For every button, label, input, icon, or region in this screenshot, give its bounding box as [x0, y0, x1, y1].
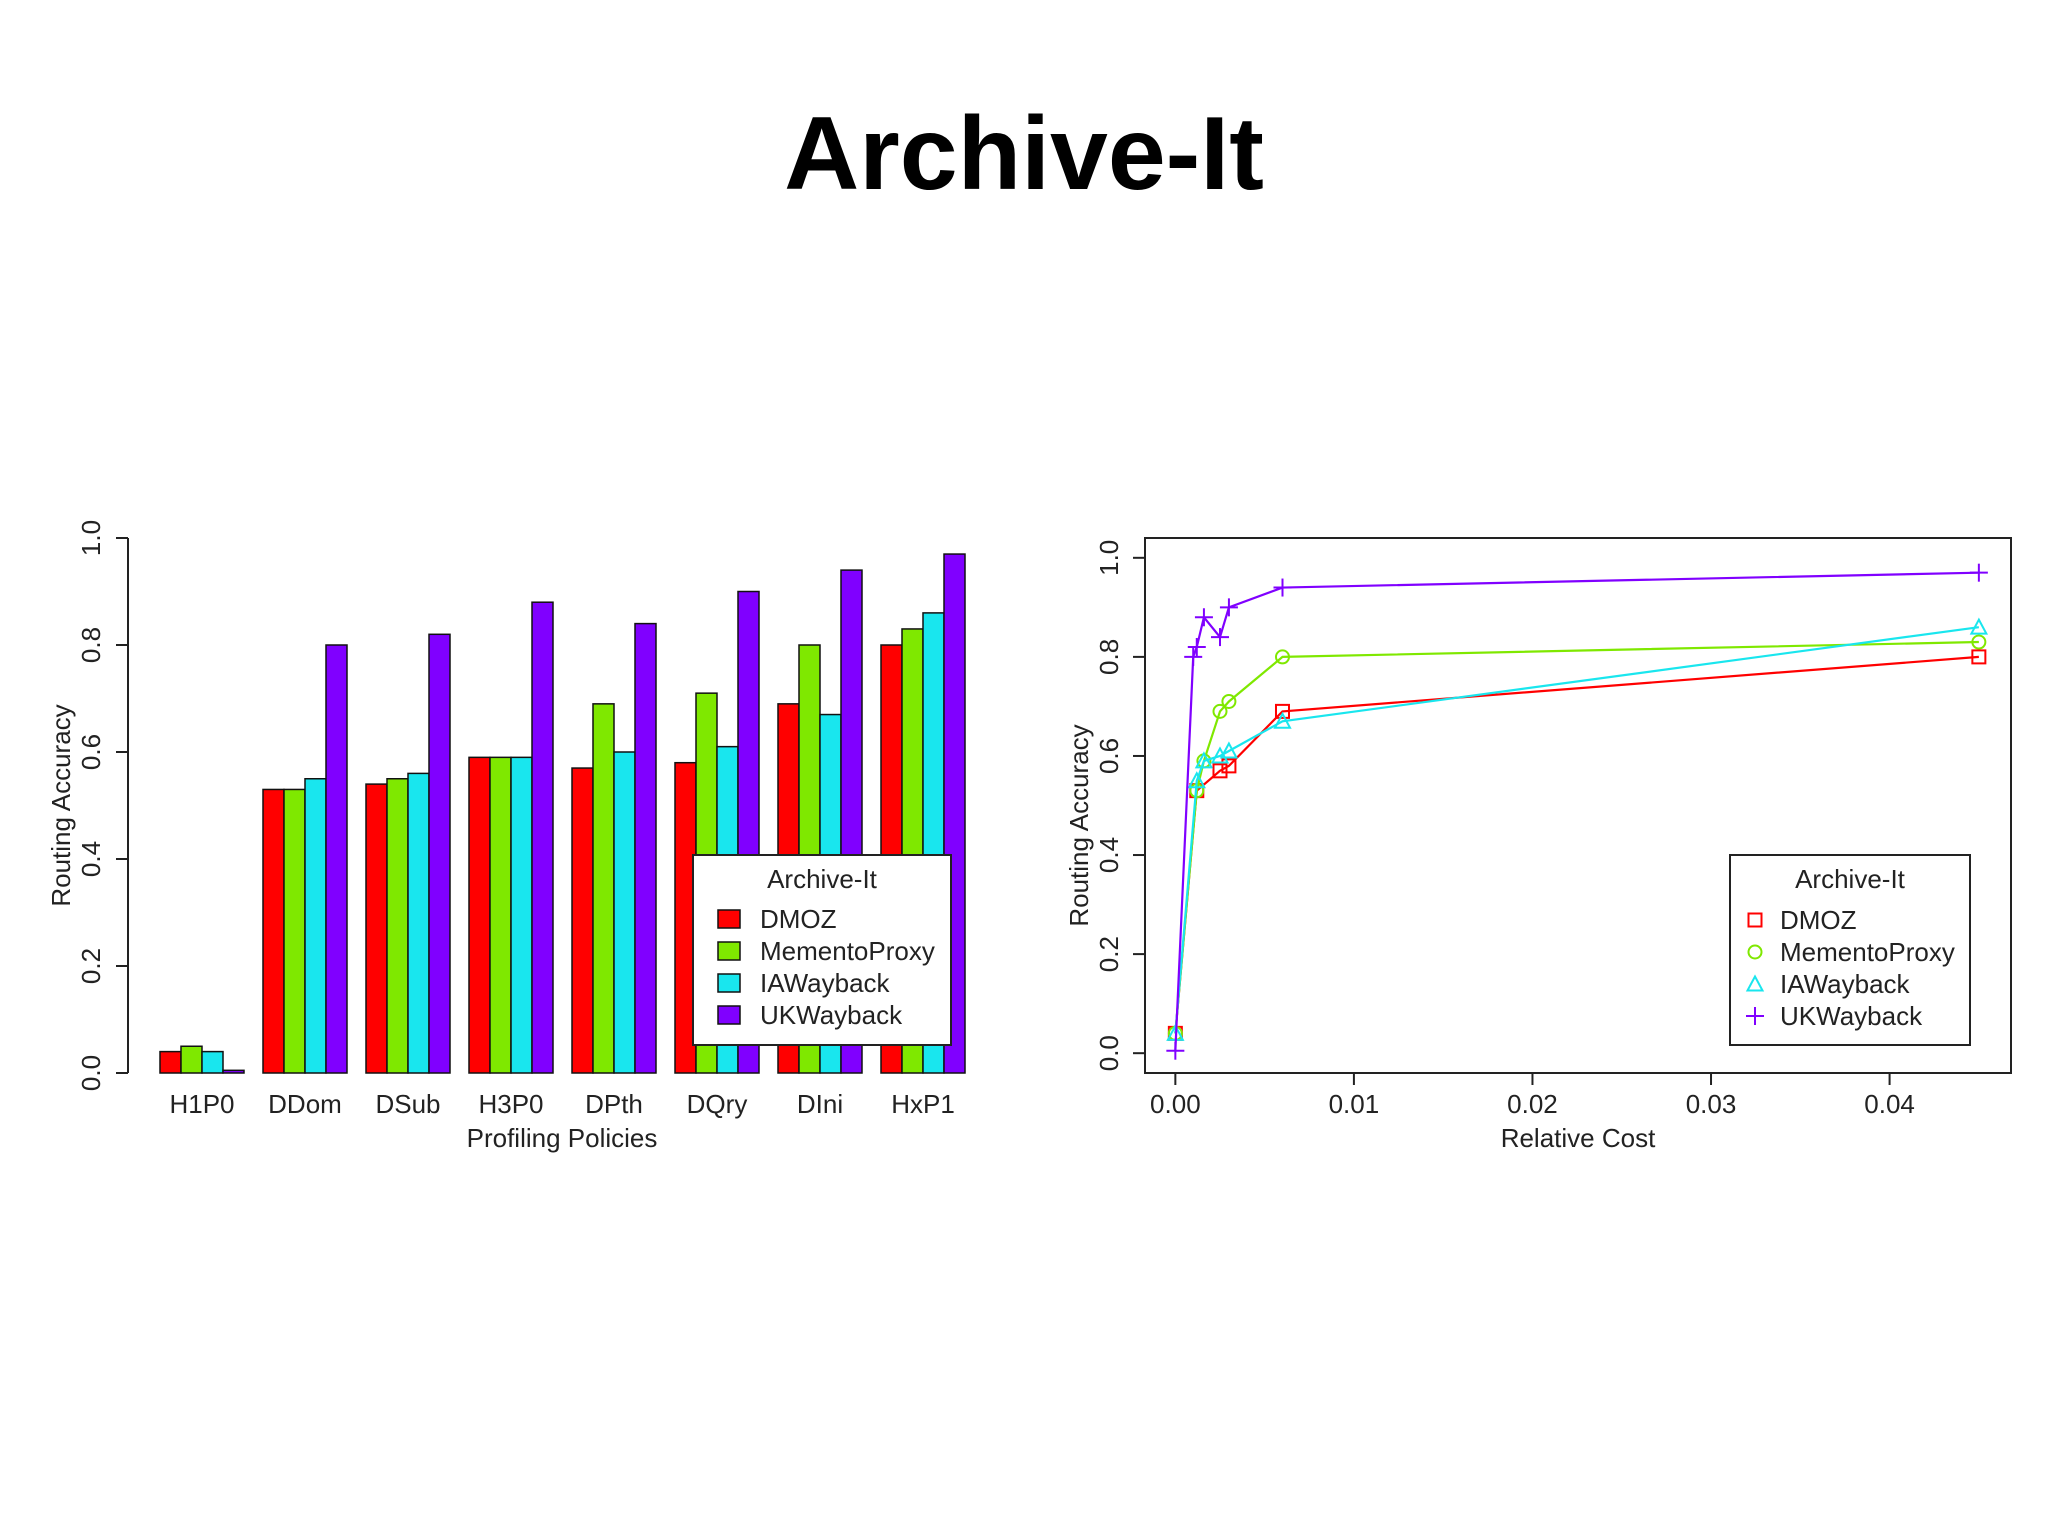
legend-title: Archive-It — [1795, 864, 1906, 894]
x-tick-label: 0.00 — [1150, 1089, 1201, 1119]
x-tick-label: DQry — [687, 1089, 748, 1119]
x-tick-label: DIni — [797, 1089, 843, 1119]
y-tick-label: 1.0 — [1094, 540, 1124, 576]
x-tick-label: 0.04 — [1864, 1089, 1915, 1119]
bar-chart: 0.0 0.2 0.4 0.6 0.8 1.0 Routing Accuracy H1P0 DD… — [46, 520, 966, 1153]
bar-IAWayback-H1P0 — [201, 1050, 224, 1074]
y-tick-label: 0.2 — [1094, 936, 1124, 972]
y-tick-label: 0.6 — [76, 734, 106, 770]
x-tick-label: 0.03 — [1686, 1089, 1737, 1119]
point-MementoProxy — [1274, 649, 1290, 665]
legend-label-IAWayback: IAWayback — [760, 968, 891, 998]
point-DMOZ — [1212, 763, 1228, 779]
x-tick-label: DSub — [375, 1089, 440, 1119]
point-IAWayback — [1187, 771, 1206, 789]
point-IAWayback — [1210, 746, 1230, 764]
y-tick-label: 0.0 — [1094, 1035, 1124, 1071]
slide-title: Archive-It — [784, 96, 1264, 212]
x-tick-label: H1P0 — [169, 1089, 234, 1119]
legend-swatch-UKWayback — [717, 1005, 741, 1025]
legend-label-UKWayback: UKWayback — [1780, 1001, 1923, 1031]
point-MementoProxy — [1212, 703, 1228, 719]
point-IAWayback — [1194, 751, 1214, 769]
bar-UKWayback-H3P0 — [531, 601, 554, 1074]
legend-title: Archive-It — [767, 864, 878, 894]
y-tick-label: 0.8 — [76, 627, 106, 663]
point-MementoProxy — [1221, 693, 1237, 709]
y-axis-label: Routing Accuracy — [46, 704, 76, 906]
bar-UKWayback-H1P0 — [222, 1069, 245, 1074]
legend-label-DMOZ: DMOZ — [760, 904, 837, 934]
point-IAWayback — [1273, 711, 1292, 729]
bar-legend: Archive-It DMOZMementoProxyIAWaybackUKWay… — [692, 854, 952, 1046]
legend-marker-IAWayback — [1745, 974, 1765, 992]
line-legend: Archive-It DMOZMementoProxyIAWaybackUKWay… — [1729, 854, 1971, 1046]
y-tick-label: 0.2 — [76, 948, 106, 984]
legend-swatch-MementoProxy — [717, 941, 741, 961]
x-tick-label: DPth — [585, 1089, 643, 1119]
y-tick-label: 1.0 — [76, 520, 106, 556]
x-tick-label: 0.02 — [1507, 1089, 1558, 1119]
series-IAWayback — [1166, 617, 1989, 1041]
y-tick-label: 0.4 — [1094, 837, 1124, 873]
bar-UKWayback-DPth — [634, 622, 657, 1074]
legend-marker-DMOZ — [1747, 912, 1763, 928]
series-UKWayback — [1166, 563, 1988, 1060]
point-DMOZ — [1971, 649, 1987, 665]
x-tick-label: H3P0 — [478, 1089, 543, 1119]
bar-UKWayback-DDom — [325, 644, 348, 1074]
point-DMOZ — [1274, 703, 1290, 719]
y-tick-label: 0.6 — [1094, 738, 1124, 774]
legend-swatch-IAWayback — [717, 973, 741, 993]
legend-box — [1729, 854, 1971, 1046]
line-IAWayback — [1174, 626, 1980, 1034]
bar-UKWayback-DSub — [428, 633, 451, 1074]
legend-label-DMOZ: DMOZ — [1780, 905, 1857, 935]
y-tick-label: 0.8 — [1094, 639, 1124, 675]
y-tick-label: 0.0 — [76, 1055, 106, 1091]
legend-label-UKWayback: UKWayback — [760, 1000, 903, 1030]
point-MementoProxy — [1971, 634, 1987, 650]
legend-label-IAWayback: IAWayback — [1780, 969, 1911, 999]
legend-label-MementoProxy: MementoProxy — [760, 936, 935, 966]
point-DMOZ — [1221, 758, 1237, 774]
point-IAWayback — [1969, 617, 1989, 635]
x-axis-label: Relative Cost — [1501, 1123, 1656, 1153]
legend-swatch-DMOZ — [717, 909, 741, 929]
y-tick-label: 0.4 — [76, 841, 106, 877]
legend-label-MementoProxy: MementoProxy — [1780, 937, 1955, 967]
x-tick-label: 0.01 — [1329, 1089, 1380, 1119]
legend-marker-MementoProxy — [1747, 944, 1763, 960]
x-axis-label: Profiling Policies — [467, 1123, 658, 1153]
y-axis-label: Routing Accuracy — [1064, 724, 1094, 926]
x-tick-label: HxP1 — [891, 1089, 955, 1119]
x-tick-label: DDom — [268, 1089, 342, 1119]
point-IAWayback — [1219, 741, 1239, 759]
